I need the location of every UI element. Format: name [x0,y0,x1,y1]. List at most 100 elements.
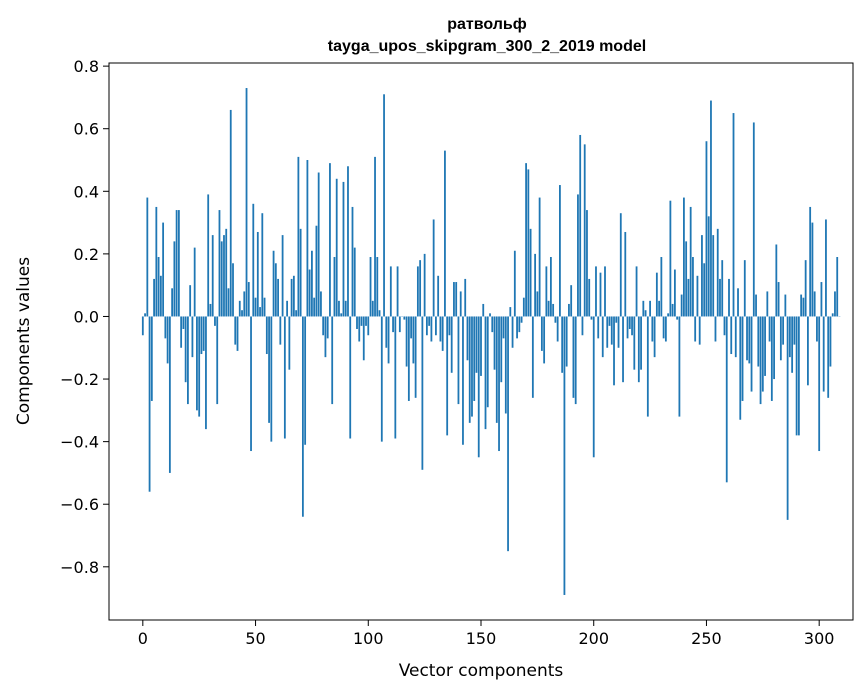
bar [320,291,322,317]
bar [313,297,316,317]
bar [655,272,658,317]
bar [358,316,361,342]
bar [511,316,514,348]
bar [453,282,455,317]
bar [250,316,252,452]
bar [779,316,782,361]
bar [263,297,266,317]
bar [825,219,827,317]
bar [283,316,286,439]
bar [471,316,473,417]
bar [191,316,194,358]
bar [340,313,343,317]
bar [229,109,232,317]
bar [410,316,413,339]
bar [207,194,210,317]
bar [538,197,541,317]
bar [279,316,282,345]
bar [507,316,509,552]
bar [660,257,663,317]
bar [525,163,527,317]
bar [531,316,534,398]
bar [637,316,640,383]
bar [380,316,383,442]
bar [545,266,548,317]
x-tick-label: 150 [466,629,497,648]
bar [238,300,241,317]
bar [522,297,525,317]
bar [707,216,710,317]
bar [664,316,667,342]
bar [216,316,219,405]
bar [220,241,223,317]
bar [157,257,160,317]
y-tick-label: 0.6 [74,120,99,139]
bar [383,94,385,317]
bar [371,300,374,317]
bar [651,316,654,342]
bar [392,316,394,333]
bar [315,225,318,317]
bar [444,150,446,317]
bar [831,313,834,317]
bar [534,253,537,317]
bar [304,316,307,445]
bar [184,316,187,383]
bar [403,316,406,320]
bar [407,316,410,401]
bar [416,266,419,317]
y-tick-label: 0.0 [74,307,99,326]
bar [565,316,568,367]
bar [549,257,552,317]
bar [728,278,730,317]
bar [752,122,755,317]
bar [202,316,205,351]
y-tick-label: 0.4 [74,182,99,201]
bar [459,291,462,317]
bar [322,316,325,336]
bar [777,282,780,317]
bar [398,316,401,333]
bar [642,300,645,317]
bar [552,303,555,317]
bar [256,231,259,317]
bar [502,316,505,339]
bar [601,316,604,358]
bar [150,316,153,401]
bar [800,294,803,317]
bar [597,316,600,339]
bar [570,285,573,317]
bar [412,316,415,364]
bar [274,263,277,317]
bar [827,316,830,398]
bar [367,316,370,336]
bar [662,316,665,339]
bar [640,316,642,370]
bar [347,166,349,317]
bar [559,185,561,317]
bar [225,228,228,317]
bar [455,282,458,317]
y-tick-label: 0.8 [74,57,99,76]
bar [761,316,764,392]
bar [311,250,313,317]
bar [177,210,180,317]
bar [362,316,365,361]
bar [338,300,340,317]
bar [678,316,681,417]
bar [173,241,176,317]
bar [635,266,638,317]
bar [804,260,807,317]
bar [425,316,428,336]
bar [193,247,196,317]
bar [513,250,516,317]
bar [737,288,739,317]
bar [211,235,214,317]
bar [414,316,417,398]
bar [268,316,270,423]
bar [673,269,676,317]
bar [599,272,602,317]
bar [389,266,392,317]
bar [394,316,397,439]
y-tick-label: −0.6 [60,495,99,514]
